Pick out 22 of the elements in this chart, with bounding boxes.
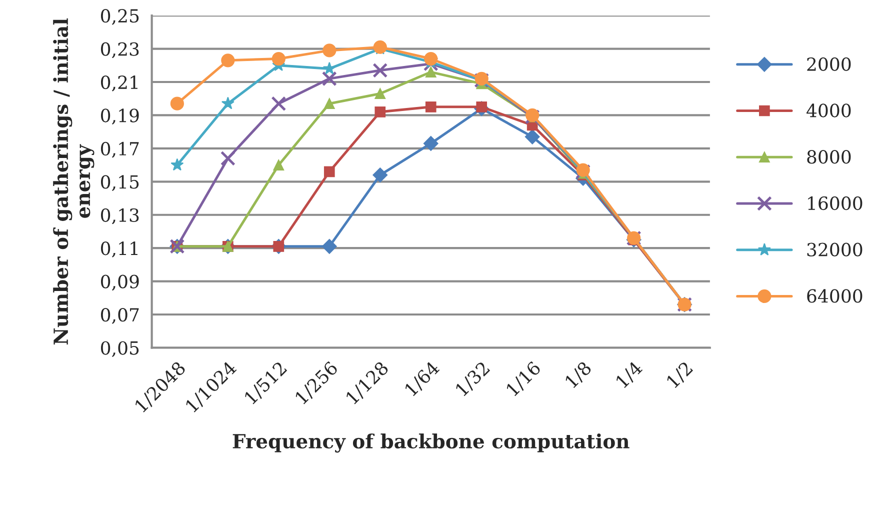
y-tick-label: 0,05 xyxy=(100,341,139,358)
legend-label: 32000 xyxy=(807,242,862,256)
y-axis-title: Number of gatherings / initial energy xyxy=(53,18,94,345)
y-tick-label: 0,21 xyxy=(100,75,138,92)
x-tick-label: 1/4 xyxy=(615,360,644,390)
y-tick-label: 0,11 xyxy=(100,242,138,258)
x-tick-label: 1/2 xyxy=(666,361,694,390)
y-tick-label: 0,09 xyxy=(100,274,139,291)
y-tick-label: 0,15 xyxy=(100,175,139,191)
x-tick-label: 1/8 xyxy=(564,360,594,390)
y-tick-label: 0,17 xyxy=(100,142,139,158)
legend-label: 16000 xyxy=(808,196,862,210)
legend-label: 64000 xyxy=(807,289,862,303)
y-tick-label: 0,23 xyxy=(100,42,139,58)
x-axis-title: Frequency of backbone computation xyxy=(232,433,630,453)
legend-label: 2000 xyxy=(807,57,851,71)
legend-label: 8000 xyxy=(807,150,851,164)
y-tick-label: 0,13 xyxy=(100,208,139,224)
y-tick-label: 0,25 xyxy=(100,9,139,25)
y-tick-label: 0,07 xyxy=(100,308,139,324)
y-tick-label: 0,19 xyxy=(100,108,139,125)
legend-label: 4000 xyxy=(806,104,851,118)
